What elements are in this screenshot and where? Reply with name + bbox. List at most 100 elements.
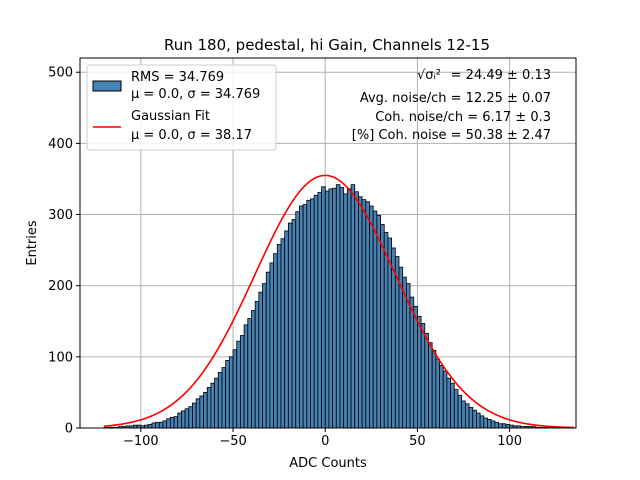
histogram-bar — [446, 377, 452, 429]
legend: RMS = 34.769 μ = 0.0, σ = 34.769 Gaussia… — [86, 64, 277, 151]
x-tick-label: −50 — [219, 434, 246, 449]
histogram-bar — [310, 198, 315, 429]
x-axis-label: ADC Counts — [289, 456, 367, 471]
histogram-bar — [476, 412, 481, 429]
histogram-bar — [251, 310, 256, 429]
histogram-bar — [453, 389, 459, 429]
histogram-bar — [464, 403, 470, 429]
histogram-bar — [265, 271, 271, 429]
histogram-bar — [262, 283, 267, 429]
histogram-bar — [147, 424, 153, 429]
histogram-bar — [505, 424, 511, 429]
annotation-coh-noise: Coh. noise/ch = 6.17 ± 0.3 — [375, 110, 551, 125]
histogram-bar — [166, 418, 171, 429]
histogram-bar — [350, 184, 356, 429]
histogram-bar — [203, 392, 208, 429]
histogram-bar — [313, 194, 319, 429]
legend-histogram-swatch — [92, 80, 122, 92]
histogram-bar — [354, 191, 359, 429]
histogram-bar — [299, 205, 304, 429]
histogram-bar — [321, 186, 326, 429]
legend-histogram-label: RMS = 34.769 — [131, 70, 224, 85]
histogram-bar — [391, 247, 396, 429]
histogram-bar — [335, 184, 341, 429]
histogram-bar — [225, 360, 230, 429]
histogram-bar — [276, 244, 282, 429]
histogram-bar — [206, 387, 212, 429]
histogram-bar — [210, 382, 216, 429]
histogram-bar — [240, 335, 245, 429]
histogram-bar — [428, 342, 433, 429]
legend-fit-stats: μ = 0.0, σ = 38.17 — [131, 128, 252, 143]
histogram-bar — [280, 238, 286, 429]
histogram-bar — [269, 262, 275, 429]
y-tick-label: 200 — [48, 279, 73, 294]
histogram-bar — [501, 423, 507, 429]
histogram-bar — [328, 188, 334, 429]
histogram-bar — [494, 421, 499, 429]
histogram-bar — [413, 305, 418, 429]
y-tick-label: 0 — [65, 422, 73, 437]
annotation-sigma-value: = 24.49 ± 0.13 — [451, 68, 551, 83]
x-tick-label: 0 — [321, 434, 329, 449]
annotation-sigma-symbol: √σᵢ² — [417, 68, 441, 83]
histogram-bar — [177, 412, 182, 429]
histogram-bar — [490, 420, 496, 429]
x-tick-label: 100 — [497, 434, 522, 449]
y-tick-label: 100 — [48, 350, 73, 365]
legend-histogram-stats: μ = 0.0, σ = 34.769 — [131, 87, 260, 102]
gaussian-fit-curve — [103, 174, 575, 429]
histogram-bar — [346, 188, 352, 429]
histogram-bar — [498, 423, 503, 429]
y-axis-label: Entries — [25, 220, 40, 266]
histogram-bar — [192, 402, 197, 429]
chart-title: Run 180, pedestal, hi Gain, Channels 12-… — [164, 36, 490, 54]
x-axis-ticks: −100 −50 0 50 100 — [123, 428, 522, 449]
histogram-bar — [254, 300, 260, 429]
histogram-bar — [324, 190, 330, 429]
histogram-bar — [284, 230, 289, 429]
histogram-bar — [162, 420, 168, 429]
histogram-bar — [291, 219, 297, 429]
histogram-bar — [188, 406, 193, 429]
histogram-bar — [439, 364, 444, 429]
histogram-bar — [431, 350, 437, 429]
histogram-bar — [221, 367, 227, 429]
x-tick-label: 50 — [409, 434, 426, 449]
histogram-bar — [420, 323, 426, 429]
histogram-bar — [383, 231, 389, 429]
histogram-bar — [468, 406, 474, 429]
histogram-bar — [228, 356, 234, 429]
histogram-bar — [199, 395, 204, 429]
plot-frame — [79, 57, 577, 429]
histogram-bar — [232, 349, 238, 429]
histogram-bar — [287, 222, 293, 429]
histogram-bar — [442, 370, 448, 429]
histogram-bar — [258, 291, 263, 429]
histogram-bar — [487, 419, 492, 429]
legend-box — [86, 64, 277, 151]
histogram-bar — [343, 193, 348, 429]
histogram-bar — [417, 315, 422, 429]
histogram-bar — [369, 205, 374, 429]
histogram-bar — [361, 199, 367, 429]
histogram-bar — [247, 318, 252, 429]
histogram-bar — [295, 211, 300, 429]
histogram-bar — [376, 214, 381, 429]
histogram-bar — [472, 409, 477, 429]
noise-annotations: √σᵢ² = 24.49 ± 0.13 Avg. noise/ch = 12.2… — [352, 68, 551, 143]
histogram-bar — [424, 332, 429, 429]
histogram-bar — [302, 204, 308, 429]
histogram-bar — [402, 276, 407, 429]
histogram-bar — [380, 224, 385, 429]
histogram-bar — [214, 377, 219, 429]
histogram-bar — [173, 416, 179, 429]
histogram-bar — [273, 253, 278, 429]
histogram-bars — [103, 184, 573, 429]
x-tick-label: −100 — [123, 434, 159, 449]
histogram-bar — [372, 210, 378, 429]
histogram-bar — [479, 415, 485, 429]
y-tick-label: 500 — [48, 66, 73, 81]
histogram-bar — [155, 421, 160, 429]
